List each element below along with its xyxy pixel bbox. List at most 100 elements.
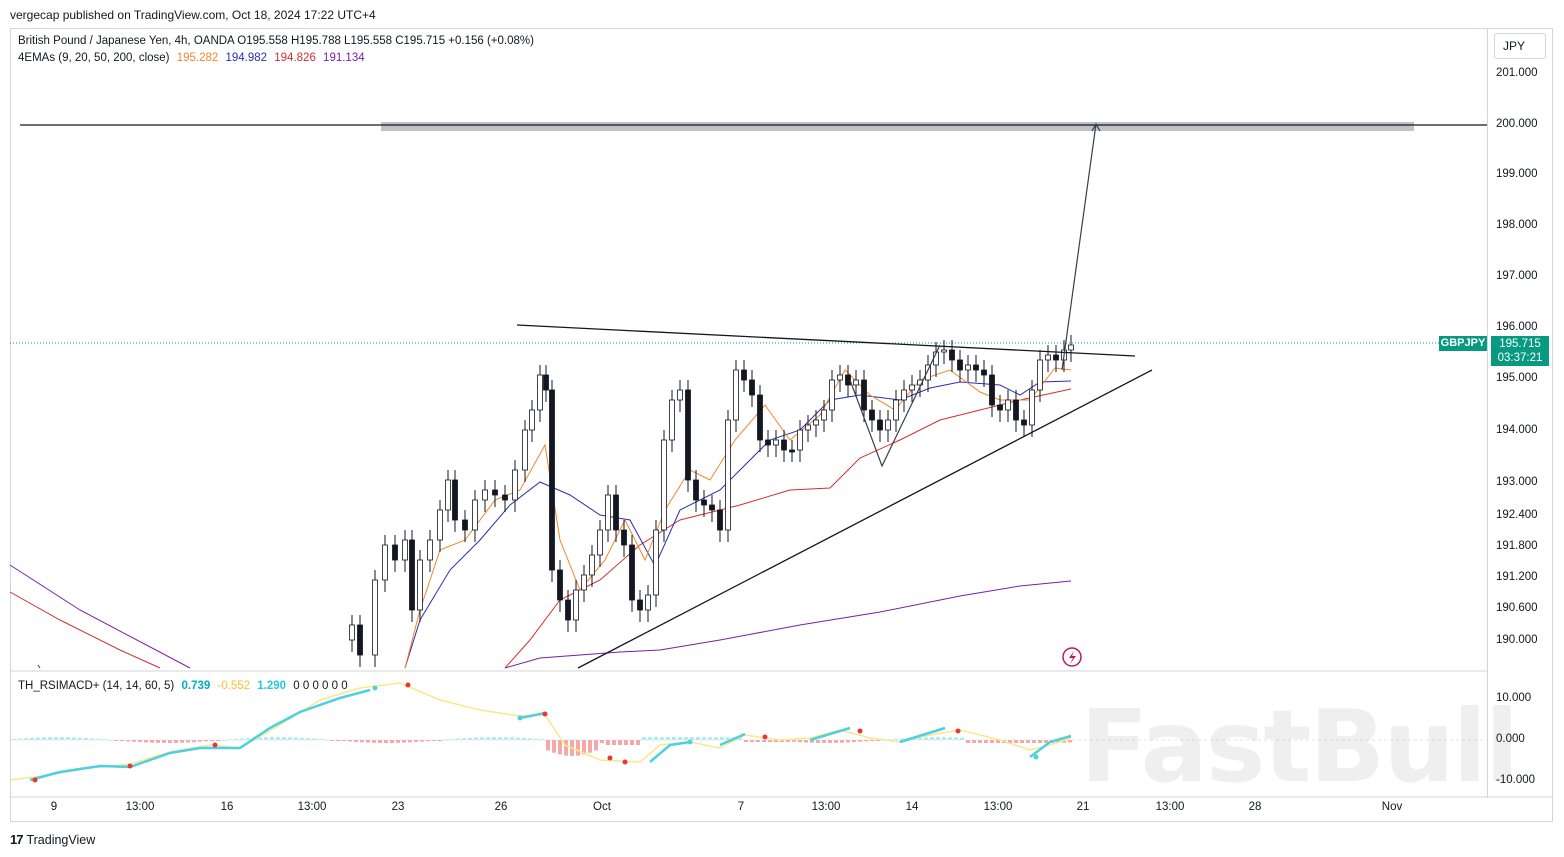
histogram-bar <box>816 740 820 743</box>
time-label: 28 <box>1248 801 1262 813</box>
indicator-dot <box>955 728 961 734</box>
indicator-dots <box>32 682 1039 783</box>
histogram-bar <box>318 739 322 741</box>
descending-trendline[interactable] <box>516 324 1136 357</box>
candle-body <box>1068 344 1074 351</box>
ascending-trendline[interactable] <box>577 369 1153 669</box>
candle-body <box>581 574 587 591</box>
candle-body <box>1029 389 1035 426</box>
indicator-dot <box>405 682 411 688</box>
candle-body <box>989 374 995 406</box>
candle-body <box>597 529 603 556</box>
candle-body <box>492 489 498 496</box>
histogram-bar <box>540 739 544 741</box>
candle-body <box>781 439 787 451</box>
histogram-bar <box>678 737 682 740</box>
time-label: 23 <box>391 801 405 813</box>
histogram-bar <box>210 740 214 741</box>
time-label: 13:00 <box>125 801 155 813</box>
histogram-bar <box>1068 740 1072 743</box>
currency-button[interactable]: JPY <box>1494 33 1546 59</box>
histogram-bar <box>42 737 46 740</box>
candle-body <box>462 519 468 531</box>
footer[interactable]: 17 TradingView <box>10 832 95 847</box>
histogram-bar <box>858 740 862 742</box>
time-label: 14 <box>905 801 919 813</box>
candle-body <box>637 599 643 611</box>
histogram-bar <box>960 737 964 740</box>
histogram-bar <box>372 740 376 743</box>
histogram-bar <box>930 737 934 740</box>
target-zone[interactable] <box>381 122 1414 131</box>
candle-body <box>805 424 811 431</box>
histogram-bar <box>642 737 646 740</box>
price-tick: 195.000 <box>1496 372 1538 384</box>
candle-body <box>349 624 355 641</box>
histogram-bar <box>660 737 664 740</box>
histogram-bar <box>1026 740 1030 743</box>
candle-body <box>997 404 1003 411</box>
histogram-bar <box>528 738 532 740</box>
histogram-bar <box>78 737 82 740</box>
histogram-bar <box>690 737 694 740</box>
histogram-bar <box>696 737 700 740</box>
candle-body <box>757 394 763 441</box>
candle-body <box>981 369 987 376</box>
histogram-bar <box>822 740 826 743</box>
histogram-bar <box>156 740 160 743</box>
histogram-bar <box>474 737 478 740</box>
price-tick: 201.000 <box>1496 67 1538 79</box>
candle-body <box>813 419 819 426</box>
time-label: Oct <box>593 801 611 813</box>
candle-body <box>452 479 458 521</box>
candle-body <box>382 544 388 581</box>
histogram-bar <box>90 738 94 740</box>
histogram-bar <box>876 740 880 741</box>
histogram-bar <box>618 740 622 745</box>
projection-arrow[interactable] <box>849 123 1097 468</box>
histogram-bar <box>174 740 178 743</box>
histogram-bar <box>672 737 676 740</box>
symbol-badge: GBPJPY <box>1439 336 1487 351</box>
histogram-bar <box>150 740 154 743</box>
chart-frame <box>10 28 1553 822</box>
histogram-bar <box>792 740 796 742</box>
histogram-bar <box>60 737 64 740</box>
histogram-bar <box>282 737 286 740</box>
histogram-bar <box>1062 740 1066 743</box>
histogram-bar <box>144 740 148 743</box>
histogram-bar <box>402 740 406 743</box>
candle-body <box>472 499 478 531</box>
histogram-bar <box>36 737 40 740</box>
candle-body <box>837 374 843 381</box>
candle-body <box>821 409 827 421</box>
histogram-bar <box>30 737 34 740</box>
indicator-dot <box>542 711 548 717</box>
arrow-head-icon <box>1091 122 1101 132</box>
time-label: 16 <box>220 801 234 813</box>
histogram-bar <box>954 737 958 740</box>
histogram-bar <box>936 737 940 740</box>
indicator-tick: 10.000 <box>1496 692 1532 704</box>
histogram-bar <box>456 738 460 740</box>
histogram-bar <box>768 740 772 742</box>
bar-countdown: 03:37:21 <box>1497 352 1543 364</box>
histogram-bar <box>840 740 844 743</box>
candle-body <box>861 379 867 411</box>
histogram-bar <box>834 740 838 743</box>
indicator-dot <box>857 728 863 734</box>
histogram-bar <box>720 737 724 740</box>
ema-50-value: 194.826 <box>274 52 316 64</box>
histogram-bar <box>624 740 628 745</box>
histogram-bar <box>666 737 670 740</box>
candle-body <box>829 379 835 411</box>
price-scale[interactable] <box>1487 28 1554 798</box>
candle-body <box>869 409 875 421</box>
lightning-icon[interactable] <box>1062 647 1082 667</box>
histogram-bar <box>288 737 292 740</box>
histogram-bar <box>996 740 1000 743</box>
histogram-bar <box>294 737 298 740</box>
histogram-bar <box>510 737 514 740</box>
histogram-bar <box>606 740 610 745</box>
